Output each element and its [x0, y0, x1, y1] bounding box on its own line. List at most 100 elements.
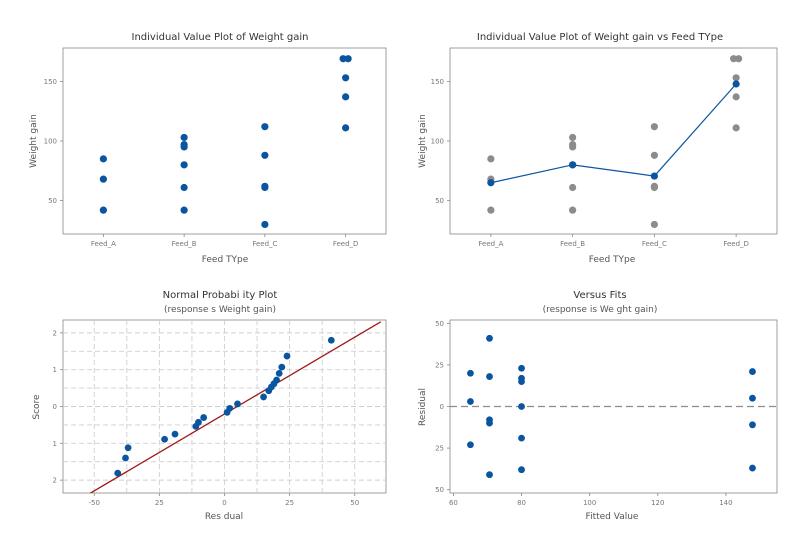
chart-title: Individual Value Plot of Weight gain — [132, 32, 309, 43]
data-point — [99, 206, 107, 214]
data-point — [467, 441, 474, 449]
data-point — [487, 155, 495, 163]
y-tick-label: 25 — [435, 361, 444, 369]
data-point — [344, 55, 352, 63]
y-axis-label: Score — [32, 394, 42, 420]
y-axis-label: Weight gain — [418, 114, 428, 168]
data-point — [732, 124, 740, 132]
chart-subtitle: (response s Weight gain) — [164, 305, 276, 315]
data-point — [650, 182, 658, 190]
data-point — [486, 419, 493, 427]
data-point — [124, 444, 132, 452]
x-tick-label: 140 — [719, 499, 732, 507]
data-point — [569, 140, 577, 149]
data-point — [180, 133, 188, 142]
x-tick-label: 80 — [517, 499, 526, 507]
data-point — [486, 334, 493, 342]
versus-fits-plot: Versus Fits (response is We ght gain) Fi… — [418, 290, 778, 522]
plot-frame — [449, 47, 778, 235]
data-point — [260, 393, 267, 401]
data-point — [569, 183, 577, 192]
data-point — [467, 398, 474, 405]
y-tick-label: 150 — [431, 78, 444, 86]
y-tick-label: 2 — [53, 477, 57, 485]
y-tick-label: 1 — [53, 366, 57, 374]
data-point — [99, 175, 107, 183]
x-tick-label: Feed_C — [252, 240, 277, 248]
chart-title: Versus Fits — [573, 290, 626, 301]
x-tick-label: 25 — [155, 499, 164, 507]
x-tick-label: Feed_C — [642, 240, 667, 248]
data-point — [283, 352, 291, 360]
data-point — [650, 123, 658, 131]
x-tick-label: 25 — [285, 499, 294, 507]
data-point — [180, 140, 188, 149]
data-point — [122, 454, 129, 462]
data-point — [749, 464, 756, 472]
data-point — [278, 363, 286, 371]
data-point — [261, 182, 269, 190]
individual-value-plot: Individual Value Plot of Weight gain Fee… — [29, 32, 387, 265]
data-point — [730, 55, 738, 63]
x-tick-label: 50 — [350, 499, 359, 507]
data-point — [467, 369, 474, 377]
y-tick-label: 50 — [435, 320, 444, 328]
normal-probability-plot: Normal Probabi ity Plot (response s Weig… — [32, 290, 387, 522]
data-point — [180, 206, 188, 214]
data-point — [261, 151, 269, 159]
x-tick-label: Feed_B — [172, 240, 197, 248]
x-tick-label: Feed_A — [91, 240, 116, 248]
x-tick-label: 120 — [651, 499, 664, 507]
mean-point — [569, 161, 577, 169]
data-point — [650, 220, 658, 229]
y-tick-label: 2 — [53, 329, 57, 337]
data-point — [735, 55, 743, 63]
x-tick-label: -50 — [89, 499, 100, 507]
data-point — [518, 403, 525, 410]
data-point — [180, 183, 188, 192]
data-point — [234, 400, 241, 408]
data-point — [327, 336, 335, 344]
x-tick-label: 60 — [449, 499, 458, 507]
data-point — [273, 376, 280, 384]
mean-point — [487, 179, 495, 187]
data-point — [342, 124, 350, 132]
x-axis-label: Res dual — [205, 512, 243, 522]
data-point — [261, 123, 269, 131]
y-tick-label: 0 — [440, 403, 444, 411]
mean-connect-line — [490, 83, 737, 184]
data-point — [486, 471, 493, 479]
x-tick-label: 0 — [222, 499, 226, 507]
data-point — [732, 93, 740, 101]
data-point — [650, 151, 658, 159]
data-point — [518, 364, 525, 372]
plot-frame — [62, 47, 387, 235]
x-tick-label: Feed_D — [723, 240, 749, 248]
chart-title: Individual Value Plot of Weight gain vs … — [477, 32, 723, 43]
data-point — [261, 220, 269, 229]
y-tick-label: 50 — [435, 486, 444, 494]
chart-subtitle: (response is We ght gain) — [543, 305, 658, 315]
data-point — [487, 206, 495, 214]
individual-value-plot-vs-feed-type: Individual Value Plot of Weight gain vs … — [418, 32, 778, 265]
data-point — [749, 421, 756, 429]
chart-title: Normal Probabi ity Plot — [163, 290, 278, 301]
data-point — [171, 430, 179, 438]
data-point — [569, 206, 577, 214]
data-point — [732, 74, 740, 82]
y-axis-label: Residual — [418, 388, 428, 426]
data-point — [180, 161, 188, 169]
data-point — [275, 369, 283, 377]
x-axis-label: Fitted Value — [586, 512, 639, 522]
data-point — [99, 155, 107, 163]
data-point — [114, 469, 122, 477]
x-tick-label: 100 — [583, 499, 596, 507]
data-point — [200, 414, 208, 421]
y-tick-label: 150 — [44, 78, 57, 86]
y-tick-label: 0 — [53, 403, 57, 411]
data-point — [195, 418, 202, 426]
x-axis-label: Feed TYpe — [202, 255, 249, 265]
y-axis-label: Weight gain — [29, 114, 39, 168]
data-point — [161, 435, 168, 443]
